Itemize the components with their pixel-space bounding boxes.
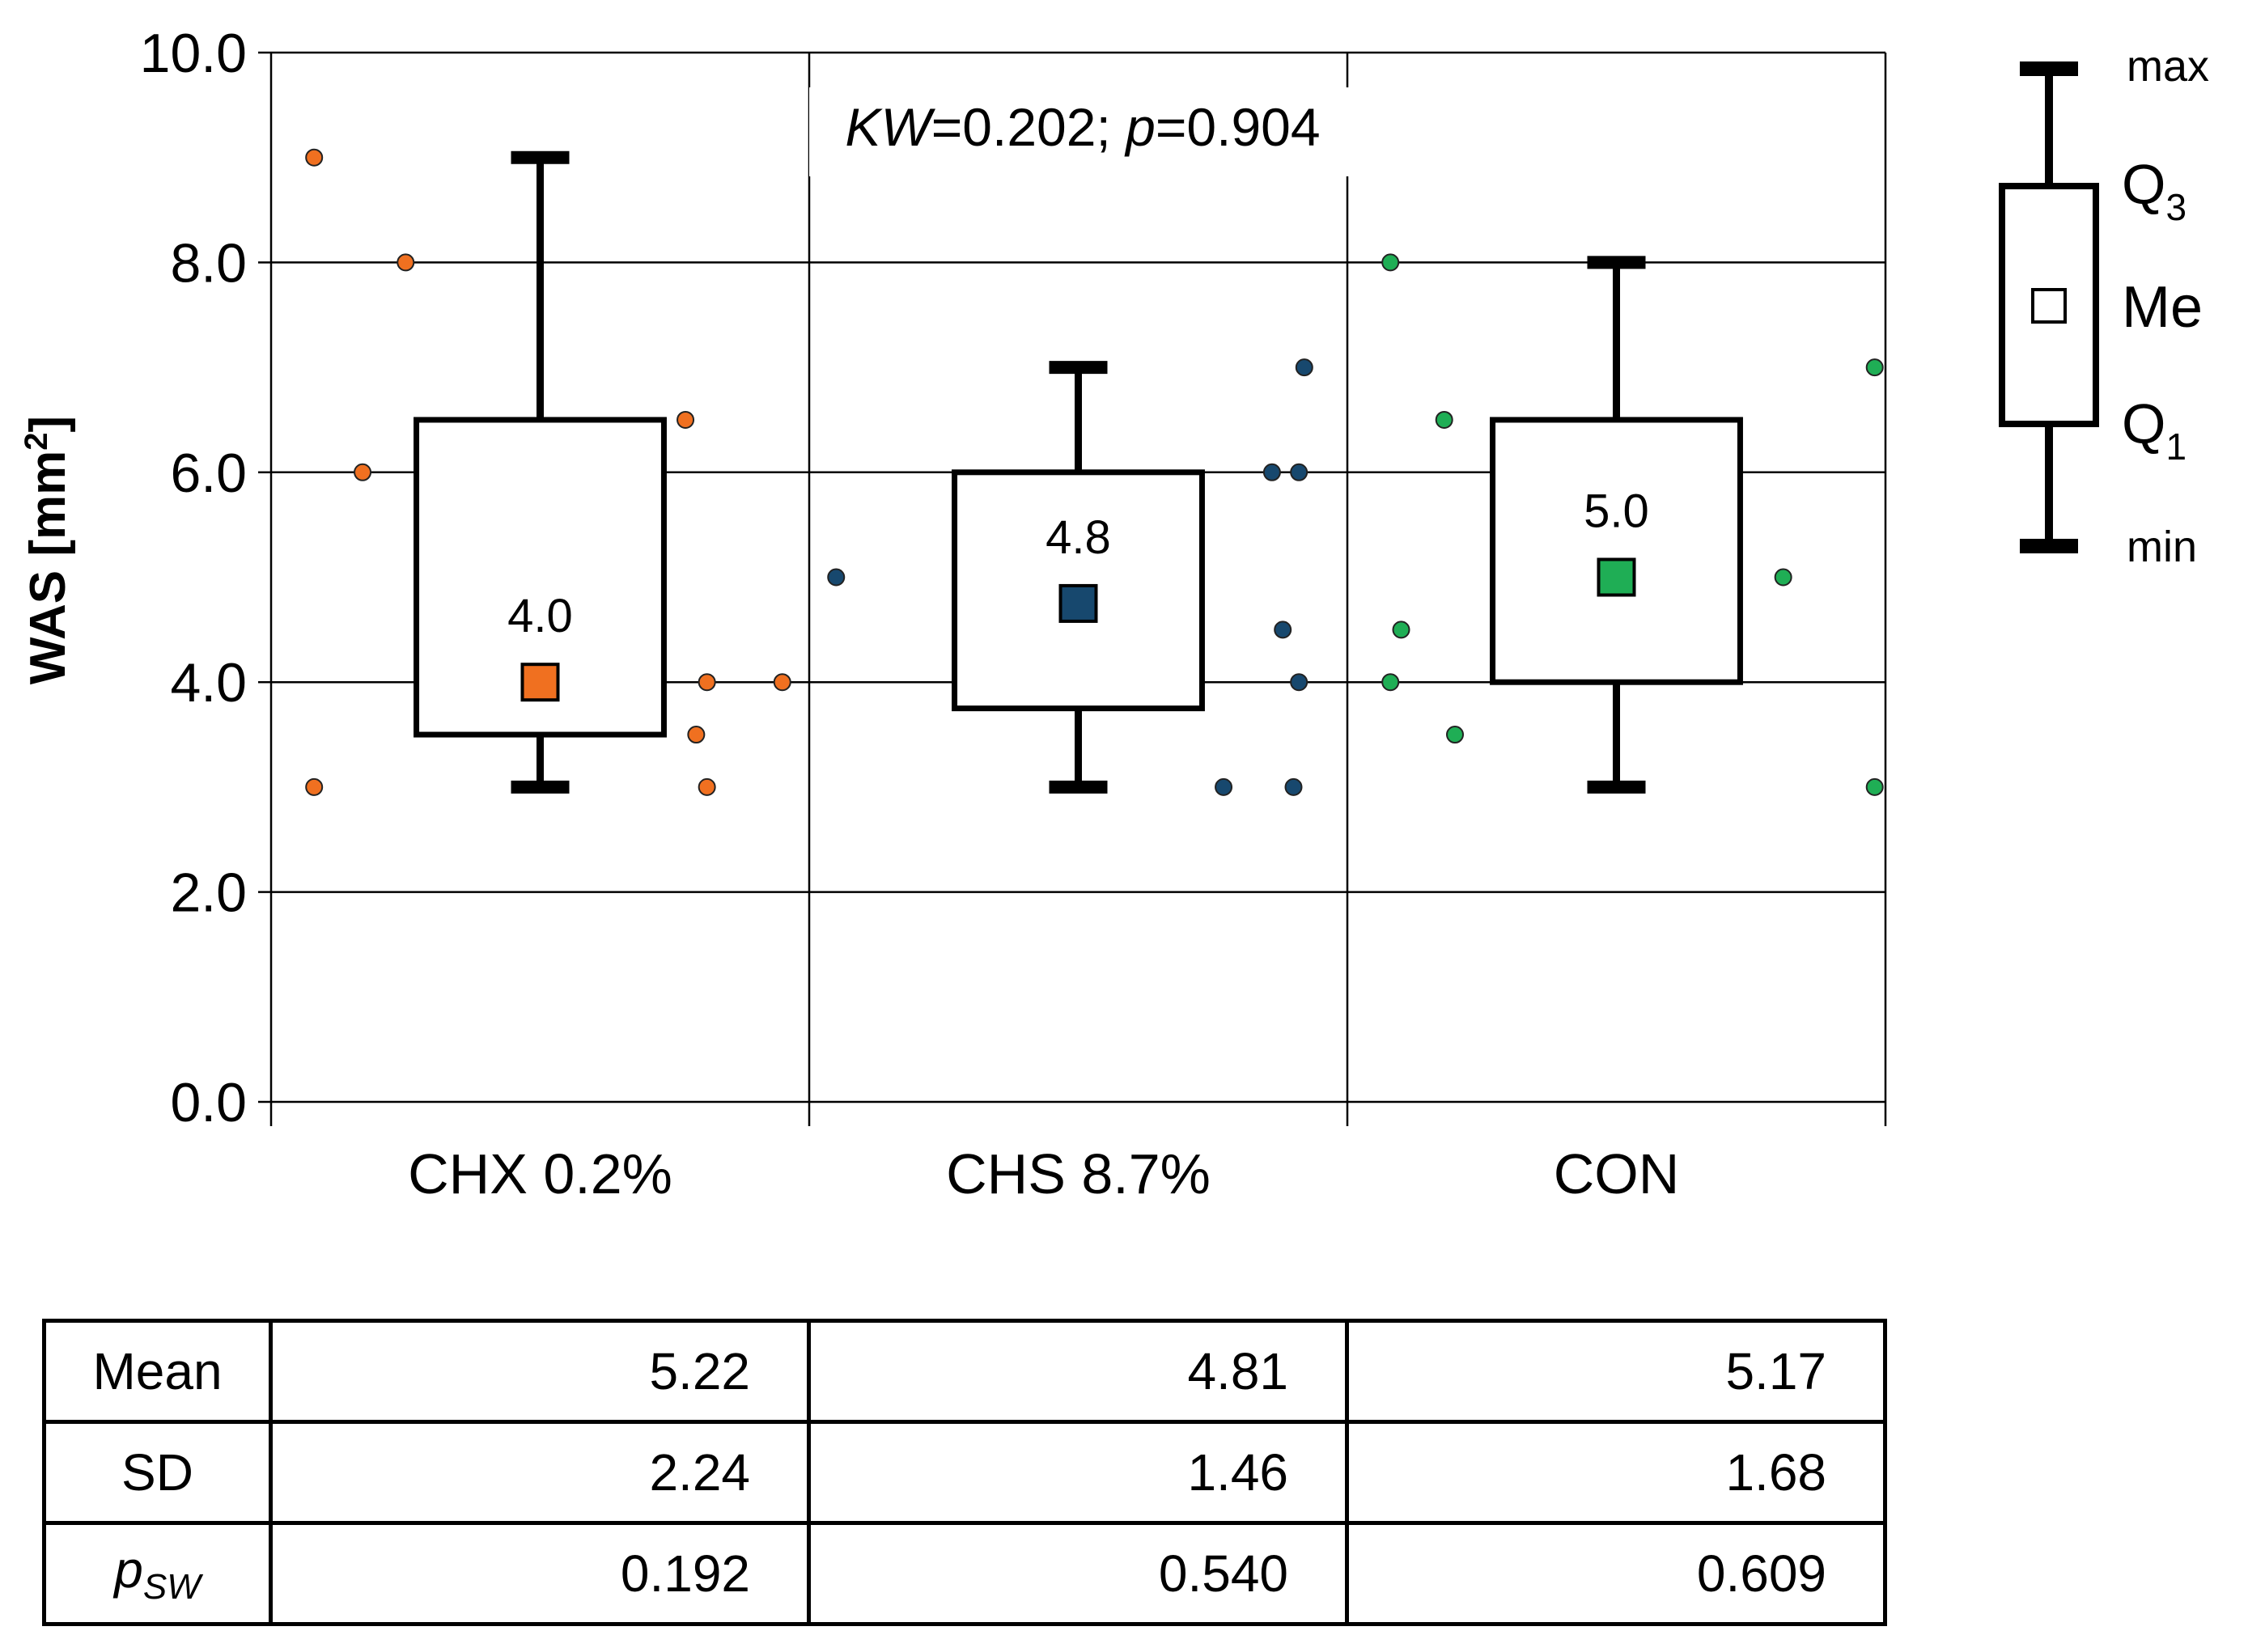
psw-chx: 0.192 — [269, 1521, 811, 1626]
data-point — [773, 673, 791, 692]
y-tick-label: 8.0 — [170, 232, 247, 294]
data-point — [1284, 777, 1303, 796]
legend-min-label: min — [2127, 523, 2197, 571]
y-tick-label: 4.0 — [170, 652, 247, 714]
data-point — [1435, 410, 1453, 429]
data-point — [677, 410, 695, 429]
sd-chs: 1.46 — [807, 1420, 1349, 1525]
box-plots: 4.0 4.8 5.0 — [305, 148, 1884, 796]
stats-row-sd: SD 2.24 1.46 1.68 — [42, 1420, 1887, 1525]
x-axis-categories: CHX 0.2% CHS 8.7% CON — [408, 1142, 1679, 1205]
y-tick-label: 10.0 — [140, 23, 247, 84]
box-group: 4.0 — [305, 148, 791, 796]
data-point — [1215, 777, 1233, 796]
legend-max-label: max — [2127, 42, 2209, 91]
stats-table: Mean 5.22 4.81 5.17 SD 2.24 1.46 1.68 pS… — [42, 1319, 1887, 1626]
legend-q1-label: Q1 — [2122, 392, 2186, 468]
y-axis-label: WAS [mm2] — [19, 416, 76, 684]
mean-con: 5.17 — [1345, 1319, 1887, 1424]
data-point — [354, 463, 372, 481]
median-marker — [1597, 557, 1636, 597]
x-category-label: CHX 0.2% — [408, 1142, 672, 1205]
annotation-background — [809, 87, 1359, 176]
data-point — [1381, 253, 1400, 272]
median-label: 4.0 — [507, 590, 573, 642]
sd-chx: 2.24 — [269, 1420, 811, 1525]
data-point — [1290, 463, 1309, 481]
y-tick-label: 0.0 — [170, 1072, 247, 1133]
data-point — [687, 726, 706, 744]
data-point — [305, 148, 324, 167]
data-point — [1262, 463, 1281, 481]
data-point — [1392, 621, 1410, 639]
data-point — [827, 568, 846, 587]
kw-annotation: KW=0.202; p=0.904 — [809, 87, 1359, 176]
row-label-psw: pSW — [42, 1521, 273, 1626]
stats-row-mean: Mean 5.22 4.81 5.17 — [42, 1319, 1887, 1424]
row-label-mean: Mean — [42, 1319, 273, 1424]
y-axis-ticks: 0.0 2.0 4.0 6.0 8.0 10.0 — [140, 23, 271, 1133]
x-category-label: CHS 8.7% — [946, 1142, 1211, 1205]
box-group: 5.0 — [1381, 253, 1884, 796]
sd-con: 1.68 — [1345, 1420, 1887, 1525]
box-legend: max Q3 Me Q1 min — [1999, 42, 2209, 571]
x-category-label: CON — [1554, 1142, 1680, 1205]
mean-chs: 4.81 — [807, 1319, 1349, 1424]
data-point — [1446, 726, 1464, 744]
data-point — [698, 777, 716, 796]
y-tick-label: 6.0 — [170, 443, 247, 504]
psw-chs: 0.540 — [807, 1521, 1349, 1626]
y-tick-label: 2.0 — [170, 862, 247, 924]
row-label-sd: SD — [42, 1420, 273, 1525]
data-point — [1274, 621, 1292, 639]
median-label: 5.0 — [1584, 485, 1649, 538]
stats-row-psw: pSW 0.192 0.540 0.609 — [42, 1521, 1887, 1626]
data-point — [1865, 777, 1884, 796]
data-point — [397, 253, 415, 272]
data-point — [1865, 358, 1884, 377]
data-point — [698, 673, 716, 692]
data-point — [1381, 673, 1400, 692]
median-marker — [1058, 583, 1098, 623]
data-point — [305, 777, 324, 796]
data-point — [1290, 673, 1309, 692]
legend-q3-label: Q3 — [2122, 153, 2186, 228]
legend-median-marker — [2031, 288, 2067, 324]
median-label: 4.8 — [1046, 511, 1111, 564]
box-group: 4.8 — [827, 358, 1313, 796]
data-point — [1774, 568, 1792, 587]
kw-test-result: KW=0.202; p=0.904 — [845, 97, 1320, 157]
chart-axes — [269, 53, 1887, 1126]
legend-median-label: Me — [2122, 275, 2203, 340]
psw-con: 0.609 — [1345, 1521, 1887, 1626]
median-marker — [520, 663, 560, 702]
iqr-box — [1490, 417, 1743, 685]
data-point — [1295, 358, 1313, 377]
psw-p: p — [114, 1540, 143, 1599]
mean-chx: 5.22 — [269, 1319, 811, 1424]
psw-sub: SW — [142, 1567, 201, 1607]
